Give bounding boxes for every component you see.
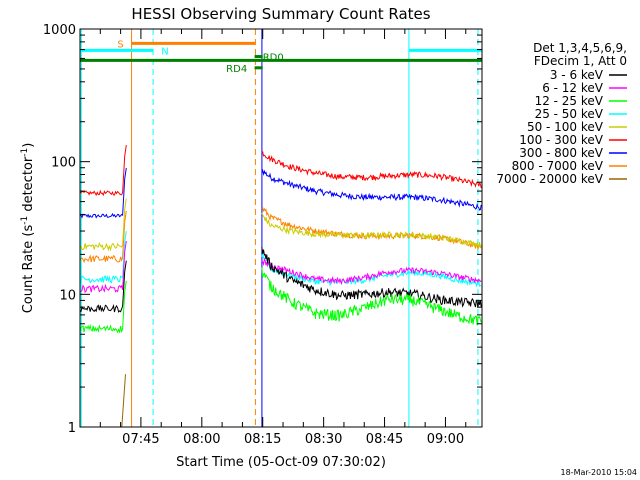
data-layer: S N RD0 RD4 [79, 29, 482, 428]
legend-label-2: 12 - 25 keV [535, 94, 604, 108]
y-axis-label: Count Rate (s-1 detector-1) [20, 143, 36, 314]
legend-label-8: 7000 - 20000 keV [496, 172, 603, 186]
chart-title: HESSI Observing Summary Count Rates [131, 5, 430, 23]
legend-label-1: 6 - 12 keV [542, 81, 604, 95]
y-axis-label-mid: detector [21, 156, 36, 216]
flag-label-0: S [117, 39, 123, 50]
x-tick-label-3: 08:30 [305, 432, 342, 447]
series-7-post-line [261, 206, 482, 251]
series-8 [121, 374, 126, 428]
series-5 [79, 145, 482, 197]
y-tick-label-1: 10 [59, 288, 76, 303]
flag-label-4: RD0 [263, 53, 284, 64]
x-tick-label-1: 08:00 [183, 432, 220, 447]
series-1-pre-line [79, 240, 127, 294]
timestamp: 18-Mar-2010 15:04 [561, 468, 638, 477]
series-2 [79, 267, 482, 334]
series-5-pre-line [79, 145, 127, 197]
legend-header-2: FDecim 1, Att 0 [534, 54, 627, 68]
series-2-pre-line [79, 280, 127, 334]
x-tick-label-5: 09:00 [427, 432, 464, 447]
series-1-post-line [261, 258, 482, 286]
legend-label-4: 50 - 100 keV [527, 120, 604, 134]
x-tick-label-2: 08:15 [244, 432, 281, 447]
series-1 [79, 240, 482, 294]
x-axis-label: Start Time (05-Oct-09 07:30:02) [176, 455, 386, 470]
series-3-pre-line [79, 231, 127, 284]
series-6-pre-line [80, 167, 127, 219]
series-5-post-line [261, 151, 482, 189]
series-6 [80, 167, 482, 219]
series-0 [79, 247, 482, 313]
flag-label-1: N [161, 46, 168, 57]
x-tick-label-0: 07:45 [122, 432, 159, 447]
ticks-layer: 07:45 08:00 08:15 08:30 08:45 09:00 1 10 100 1000 [43, 23, 482, 447]
flag-label-5: RD4 [226, 64, 247, 75]
series-4-pre-line [79, 198, 127, 252]
series-3 [79, 231, 482, 288]
series-2-post-line [261, 267, 482, 326]
y-axis-label-sup2: -1 [20, 148, 30, 157]
legend-label-5: 100 - 300 keV [519, 133, 603, 147]
y-axis-label-main: Count Rate (s [21, 225, 36, 314]
series-7-pre-line [79, 210, 127, 264]
y-axis-label-end: ) [21, 143, 36, 148]
legend-label-3: 25 - 50 keV [535, 107, 604, 121]
series-4-post-line [261, 212, 482, 249]
legend-label-7: 800 - 7000 keV [512, 159, 604, 173]
legend-label-6: 300 - 800 keV [519, 146, 603, 160]
y-tick-label-2: 100 [51, 156, 76, 171]
x-tick-label-4: 08:45 [366, 432, 403, 447]
series-6-post-line [261, 168, 482, 211]
legend-header-1: Det 1,3,4,5,6,9, [533, 41, 627, 55]
y-axis-label-sup1: -1 [20, 216, 30, 225]
series-4 [79, 198, 482, 252]
y-tick-label-0: 1 [68, 421, 76, 436]
series-0-pre-line [79, 260, 127, 313]
plot-frame [79, 28, 483, 428]
series-0-post-line [261, 247, 482, 308]
series-8-pre-line [121, 374, 126, 428]
y-tick-label-3: 1000 [43, 23, 76, 38]
legend-label-0: 3 - 6 keV [550, 68, 604, 82]
legend: Det 1,3,4,5,6,9, FDecim 1, Att 0 7000 - … [496, 41, 627, 186]
